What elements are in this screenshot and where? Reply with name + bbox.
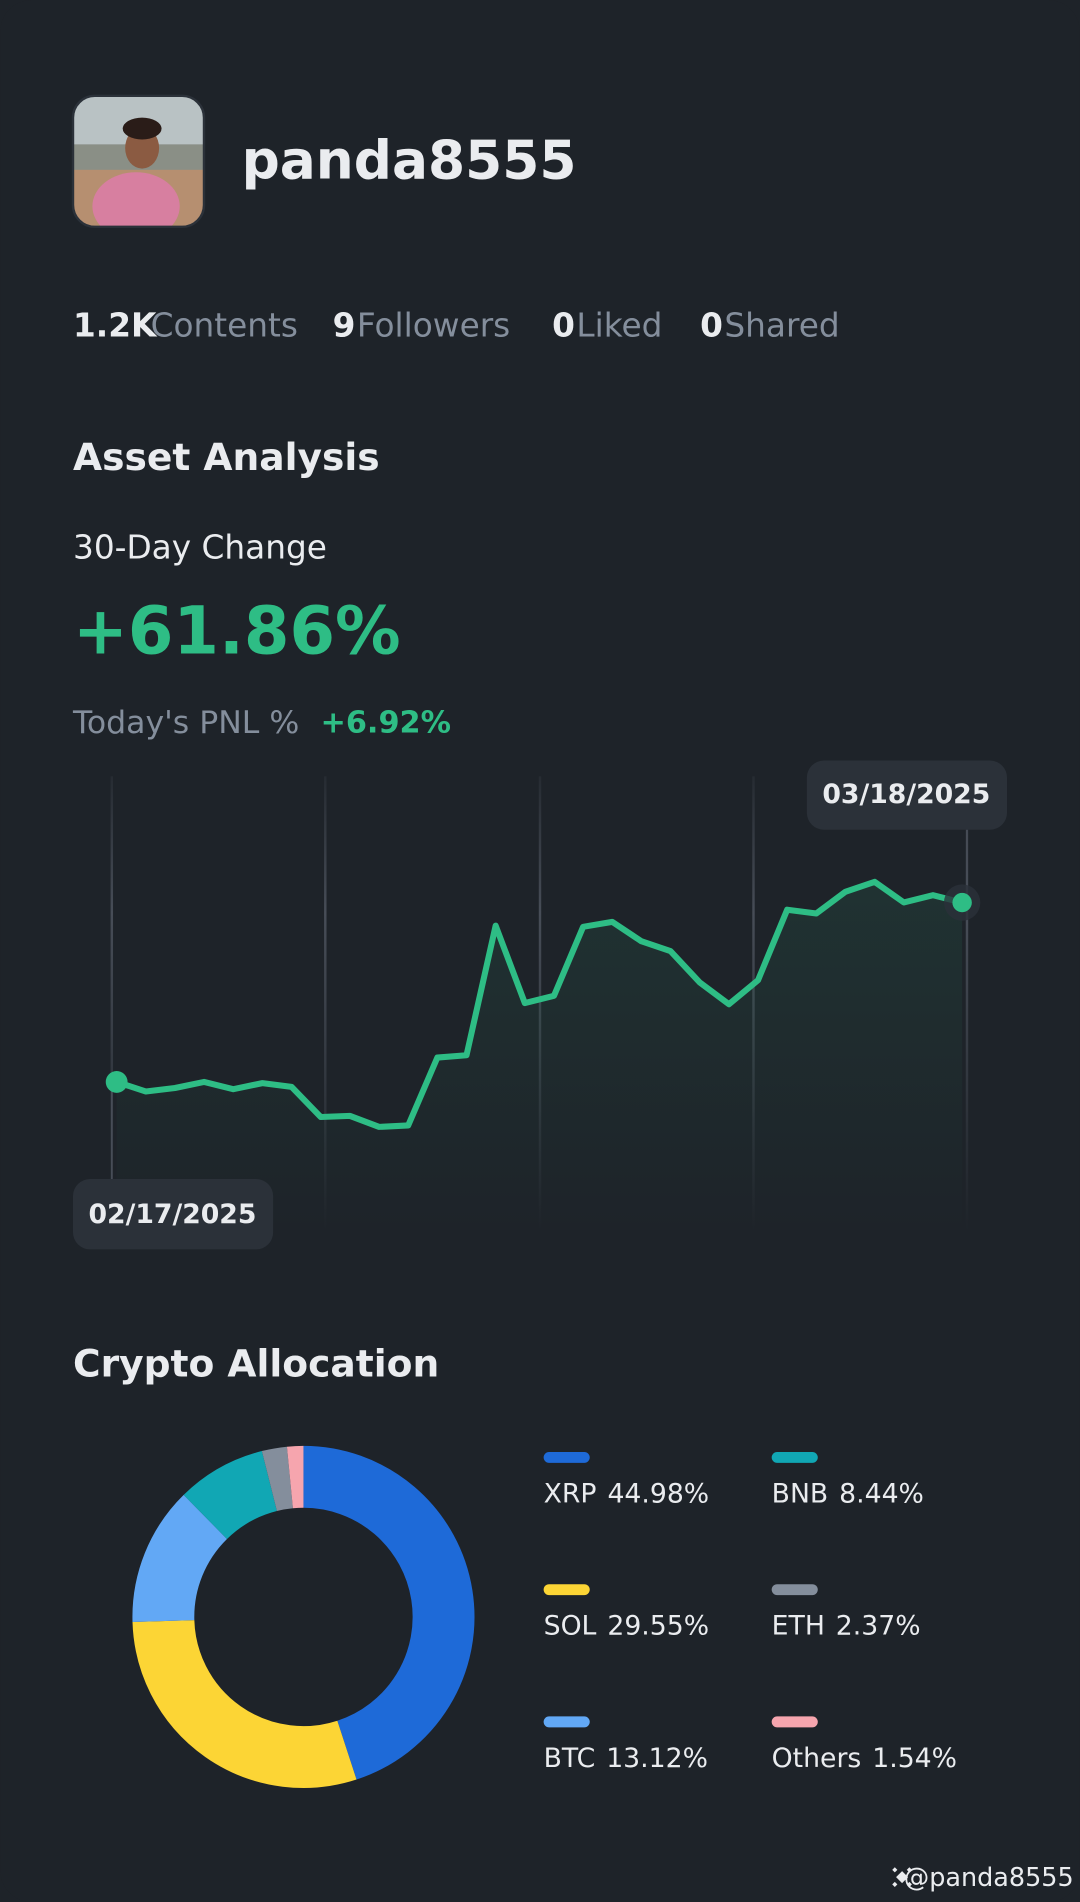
legend-name: Others xyxy=(772,1742,862,1773)
end-point xyxy=(952,892,972,913)
stat-value: 1.2K xyxy=(73,307,158,345)
start-date: 02/17/2025 xyxy=(88,1199,256,1230)
donut-segment xyxy=(132,1619,357,1788)
legend-name: BTC xyxy=(544,1742,596,1773)
stat-value: 0 xyxy=(552,307,575,345)
donut-segment xyxy=(132,1494,228,1622)
legend-entry: Others 1.54% xyxy=(772,1742,957,1773)
legend-entry: SOL 29.55% xyxy=(544,1610,709,1641)
pnl-value: +6.92% xyxy=(320,706,451,741)
section-title: Asset Analysis xyxy=(73,435,380,479)
area xyxy=(116,881,963,1232)
avatar-frame xyxy=(71,94,206,229)
legend-swatch xyxy=(771,1584,818,1596)
logo xyxy=(892,1867,912,1887)
legend-swatch xyxy=(771,1451,818,1463)
username: panda8555 xyxy=(242,128,577,191)
legend-swatch xyxy=(543,1451,590,1463)
start-point xyxy=(105,1071,128,1093)
legend-entry: BTC 13.12% xyxy=(544,1742,708,1773)
tooltip xyxy=(72,1179,274,1250)
donut-segment xyxy=(302,1445,475,1780)
stat-label: Contents xyxy=(151,307,298,345)
legend-name: SOL xyxy=(544,1610,597,1641)
legend-entry: BNB 8.44% xyxy=(772,1478,924,1509)
legend-name: BNB xyxy=(772,1478,829,1509)
legend-value: 13.12% xyxy=(606,1742,708,1773)
section-title: Crypto Allocation xyxy=(73,1341,439,1385)
legend-value: 1.54% xyxy=(872,1742,957,1773)
tooltip xyxy=(806,760,1008,830)
legend-entry: XRP 44.98% xyxy=(544,1478,710,1509)
donut-segment xyxy=(261,1446,294,1512)
change-value: +61.86% xyxy=(73,594,401,670)
stat-label: Followers xyxy=(357,307,510,345)
legend-entry: ETH 2.37% xyxy=(772,1610,921,1641)
stat-value: 9 xyxy=(333,307,356,345)
legend-name: XRP xyxy=(544,1478,597,1509)
avatar[interactable] xyxy=(72,95,204,240)
legend-value: 29.55% xyxy=(607,1610,709,1641)
legend-name: ETH xyxy=(772,1610,825,1641)
legend-value: 8.44% xyxy=(839,1478,924,1509)
donut-segment xyxy=(183,1451,278,1540)
legend-swatch xyxy=(543,1584,590,1596)
end-date: 03/18/2025 xyxy=(822,779,990,810)
stat-label: Liked xyxy=(576,307,662,345)
stat-value: 0 xyxy=(700,307,723,345)
pnl-label: Today's PNL % xyxy=(72,705,299,741)
stat-label: Shared xyxy=(724,307,839,345)
donut-segment xyxy=(286,1445,304,1509)
change-label: 30-Day Change xyxy=(73,528,327,566)
legend-value: 44.98% xyxy=(607,1478,709,1509)
legend-swatch xyxy=(771,1716,818,1728)
legend-swatch xyxy=(543,1716,590,1728)
watermark: @panda8555 xyxy=(904,1863,1074,1893)
line xyxy=(113,878,966,1130)
legend-value: 2.37% xyxy=(836,1610,921,1641)
